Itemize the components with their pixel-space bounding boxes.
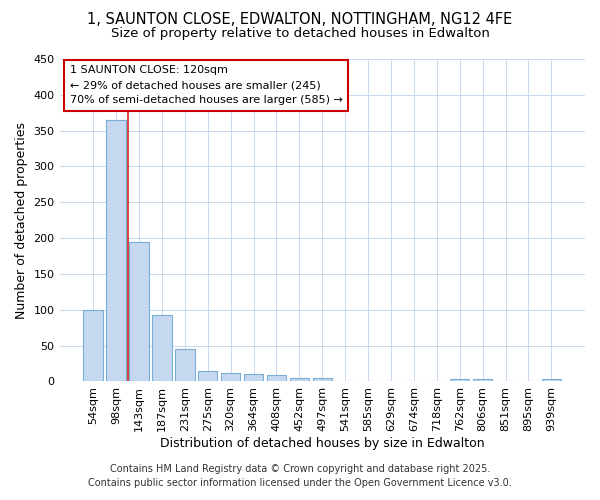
Bar [450,378,469,382]
Text: Contains HM Land Registry data © Crown copyright and database right 2025.
Contai: Contains HM Land Registry data © Crown c… [88,464,512,487]
X-axis label: Distribution of detached houses by size in Edwalton: Distribution of detached houses by size … [160,437,485,450]
Bar [473,380,493,382]
Bar [290,378,309,382]
Text: 1, SAUNTON CLOSE, EDWALTON, NOTTINGHAM, NG12 4FE: 1, SAUNTON CLOSE, EDWALTON, NOTTINGHAM, … [88,12,512,28]
Bar [83,310,103,382]
Text: 1 SAUNTON CLOSE: 120sqm
← 29% of detached houses are smaller (245)
70% of semi-d: 1 SAUNTON CLOSE: 120sqm ← 29% of detache… [70,66,343,105]
Y-axis label: Number of detached properties: Number of detached properties [15,122,28,318]
Bar [244,374,263,382]
Bar [267,375,286,382]
Bar [175,349,194,382]
Bar [129,242,149,382]
Bar [106,120,126,382]
Bar [198,370,217,382]
Bar [152,315,172,382]
Bar [313,378,332,382]
Text: Size of property relative to detached houses in Edwalton: Size of property relative to detached ho… [110,28,490,40]
Bar [542,380,561,382]
Bar [221,373,241,382]
